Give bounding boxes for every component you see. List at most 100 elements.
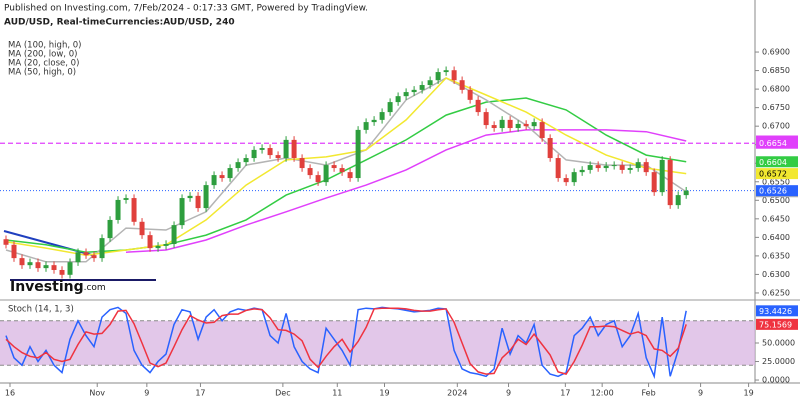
candle-body (307, 168, 313, 176)
candle-body (547, 138, 553, 159)
candle-body (475, 99, 481, 113)
candle-body (499, 119, 505, 129)
line (5, 306, 687, 380)
candle-body (659, 159, 665, 193)
candle-body (595, 165, 601, 169)
candle-body (163, 244, 169, 246)
candle-body (251, 149, 257, 159)
logo: Investing.com (10, 279, 106, 295)
candle-body (195, 195, 201, 209)
candle-body (147, 235, 153, 249)
x-tick-label: 2024 (447, 389, 467, 398)
candle-body (123, 198, 129, 200)
candle-body (107, 219, 113, 239)
y-tick-label: 0.6500 (762, 196, 790, 205)
candle-body (115, 199, 121, 220)
candle-body (243, 158, 249, 163)
candle-body (275, 155, 281, 159)
candle-body (683, 190, 689, 196)
candle-body (139, 221, 145, 236)
candle-body (27, 262, 33, 266)
x-tick-label: 19 (379, 389, 389, 398)
candle-body (579, 169, 585, 173)
candle-body (171, 225, 177, 245)
y-tick-label: 0.6900 (762, 48, 790, 57)
line (5, 77, 687, 256)
candle-body (363, 122, 369, 130)
candle-body (411, 89, 417, 93)
candle-body (387, 102, 393, 113)
candle-body (283, 139, 289, 159)
candle-body (291, 139, 297, 159)
x-tick-label: Feb (641, 389, 655, 398)
candle-body (491, 125, 497, 129)
price-tag-label: 0.6604 (759, 158, 787, 167)
y-tick-label: 0.6450 (762, 214, 790, 223)
price-tag-label: 75.1569 (759, 320, 792, 329)
candle-body (235, 162, 241, 169)
y-tick-label: 0.6700 (762, 122, 790, 131)
candle-body (627, 168, 633, 170)
candle-body (331, 165, 337, 169)
x-tick-label: Dec (275, 389, 290, 398)
y-tick-label: 0.6400 (762, 233, 790, 242)
publish-line: Published on Investing.com, 7/Feb/2024 -… (4, 4, 368, 14)
candle-body (371, 119, 377, 123)
candle-body (11, 244, 17, 259)
y-tick-label: 0.6250 (762, 288, 790, 297)
candle-body (355, 129, 361, 179)
price-tag-label: 0.6654 (759, 139, 787, 148)
candle-body (339, 168, 345, 173)
logo-suffix: .com (84, 283, 106, 293)
candle-body (675, 195, 681, 206)
logo-brand: Investing (10, 279, 84, 295)
x-tick-label: 12:00 (591, 389, 614, 398)
candle-body (75, 252, 81, 263)
candle-body (179, 198, 185, 226)
stoch-band (0, 320, 755, 366)
y-tick-label: 0.6350 (762, 251, 790, 260)
candle-body (155, 245, 161, 249)
candle-body (539, 122, 545, 139)
candle-body (3, 239, 9, 245)
price-tag-label: 93.4426 (759, 307, 792, 316)
symbol-line: AUD/USD, Real-timeCurrencies:AUD/USD, 24… (4, 18, 235, 28)
candle-body (259, 148, 265, 150)
candle-body (131, 198, 137, 222)
candle-body (395, 96, 401, 103)
candle-body (523, 123, 529, 127)
candle-body (635, 162, 641, 169)
candle-body (59, 269, 65, 275)
x-tick-label: 9 (144, 389, 149, 398)
y-tick-label: 0.0000 (762, 376, 790, 385)
candle-body (35, 262, 41, 269)
y-tick-label: 0.6300 (762, 270, 790, 279)
candle-body (219, 175, 225, 179)
candle-body (99, 238, 105, 259)
price-tag-label: 0.6526 (759, 187, 787, 196)
candle-body (427, 80, 433, 86)
candle-body (563, 178, 569, 183)
x-tick-label: 9 (698, 389, 703, 398)
candle-body (315, 175, 321, 183)
price-tag (756, 168, 798, 180)
price-tag (756, 185, 798, 197)
line (125, 129, 687, 253)
y-tick-label: 0.6750 (762, 103, 790, 112)
price-tag (756, 137, 798, 149)
y-tick-label: 0.6550 (762, 177, 790, 186)
y-tick-label: 0.6850 (762, 66, 790, 75)
y-tick-label: 25.0000 (762, 357, 795, 366)
x-tick-label: Nov (89, 389, 105, 398)
y-tick-label: 0.6800 (762, 85, 790, 94)
candle-body (531, 122, 537, 127)
candle-body (347, 172, 353, 179)
x-tick-label: 17 (195, 389, 205, 398)
candle-body (619, 165, 625, 170)
candle-body (435, 72, 441, 81)
candle-body (459, 80, 465, 90)
x-tick-label: 19 (744, 389, 754, 398)
candle-body (651, 172, 657, 193)
candle-body (51, 265, 57, 270)
